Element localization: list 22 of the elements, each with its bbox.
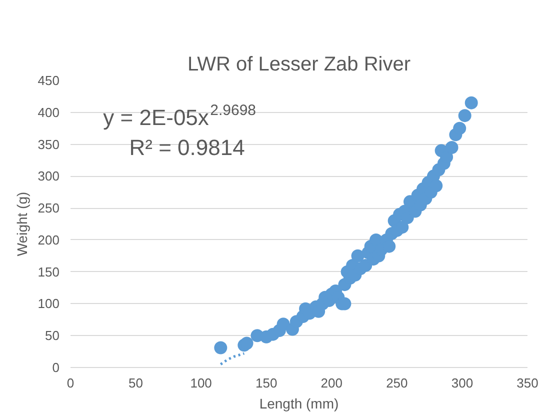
x-axis-title: Length (mm) — [259, 396, 339, 412]
y-tick-label: 250 — [38, 200, 60, 216]
y-tick-label: 200 — [38, 232, 60, 248]
x-tick-label: 250 — [386, 376, 408, 390]
x-tick-label: 0 — [66, 376, 74, 390]
chart-title: LWR of Lesser Zab River — [187, 54, 411, 76]
y-tick-label: 450 — [38, 73, 60, 88]
x-tick-label: 350 — [516, 376, 538, 390]
y-tick-label: 300 — [38, 168, 60, 184]
x-tick-label: 200 — [320, 376, 342, 390]
y-tick-label: 350 — [38, 136, 60, 152]
annotation: R² = 0.9814 — [129, 134, 245, 160]
x-tick-label: 150 — [256, 376, 278, 390]
y-tick-label: 150 — [38, 264, 60, 280]
x-tick-label: 50 — [128, 376, 144, 390]
y-axis-title: Weight (g) — [14, 192, 30, 256]
y-tick-label: 400 — [38, 104, 60, 120]
x-tick-label: 100 — [190, 376, 212, 390]
y-tick-label: 0 — [52, 360, 60, 375]
y-tick-label: 100 — [38, 296, 60, 312]
x-tick-label: 300 — [451, 376, 474, 390]
y-tick-label: 50 — [45, 328, 60, 344]
